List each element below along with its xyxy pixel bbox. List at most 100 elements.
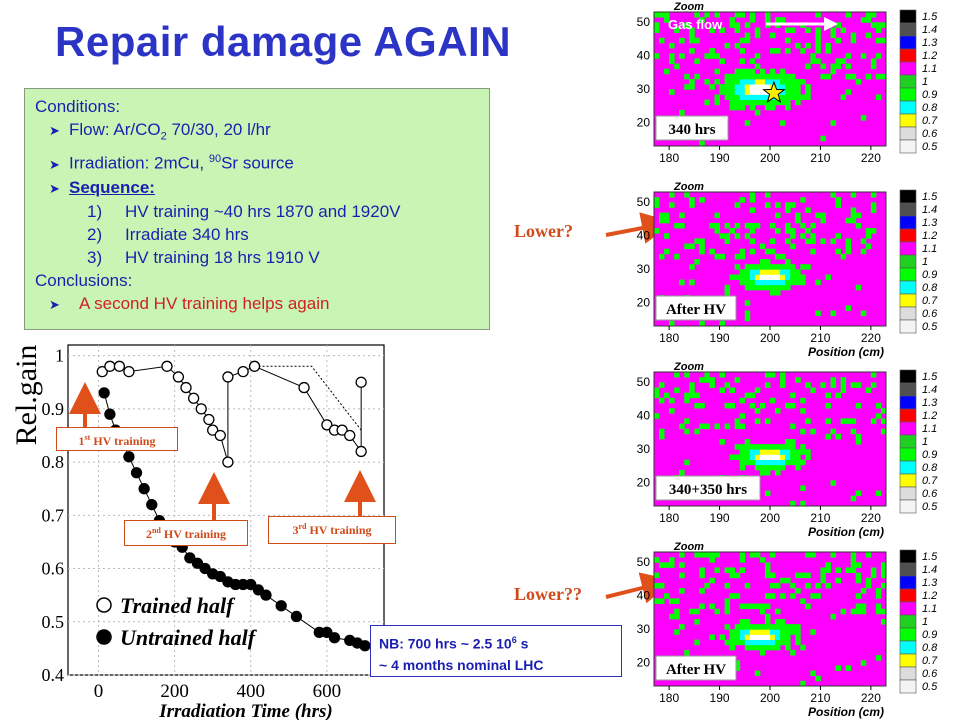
heatmap-cell xyxy=(709,48,715,54)
conditions-box: Conditions: ➤ Flow: Ar/CO2 70/30, 20 l/hr… xyxy=(24,88,490,330)
untrained-point xyxy=(146,499,158,511)
heatmap-cell xyxy=(795,89,801,95)
heatmap-cell xyxy=(785,202,791,208)
heatmap-cell xyxy=(689,84,695,90)
arrowhead-bullet-icon: ➤ xyxy=(49,181,60,197)
heatmap-cell xyxy=(825,433,831,440)
heatmap-cell xyxy=(785,402,791,409)
heatmap-cell xyxy=(800,197,806,203)
heatmap-cell xyxy=(790,274,796,281)
heatmap-cell xyxy=(744,274,751,281)
x-axis-label: Position (cm) xyxy=(808,525,884,539)
heatmap-cell xyxy=(770,279,776,286)
heatmap-cell xyxy=(795,84,801,90)
flow-line: ➤ Flow: Ar/CO2 70/30, 20 l/hr xyxy=(35,118,479,148)
untrained-point xyxy=(98,387,110,399)
heatmap-cell xyxy=(850,552,857,558)
heatmap-cell xyxy=(654,22,660,28)
heatmap-cell xyxy=(724,89,731,95)
colorbar-swatch xyxy=(899,562,917,577)
heatmap-cell xyxy=(699,140,705,147)
colorbar-label: 1.3 xyxy=(922,577,938,589)
heatmap-cell xyxy=(729,104,736,111)
heatmap-cell xyxy=(694,12,700,18)
heatmap-cell xyxy=(875,94,882,101)
heatmap-cell xyxy=(674,27,680,34)
colorbar-label: 1 xyxy=(922,616,928,628)
heatmap-cell xyxy=(770,104,776,111)
heatmap-cell xyxy=(790,459,796,466)
heatmap-cell xyxy=(699,552,705,558)
heatmap-cell xyxy=(689,27,695,34)
heatmap-cell xyxy=(679,212,685,219)
heatmap-cell xyxy=(744,300,751,306)
heatmap-cell xyxy=(875,402,882,409)
heatmap-cell xyxy=(739,94,746,101)
legend-marker xyxy=(96,629,112,645)
heatmap-cell xyxy=(654,202,660,208)
star-icon xyxy=(762,80,786,104)
heatmap-cell xyxy=(835,392,842,399)
heatmap-cell xyxy=(764,73,771,80)
heatmap-cell xyxy=(764,17,771,23)
heatmap-cell xyxy=(654,598,660,604)
x-tick-label: 200 xyxy=(760,151,780,165)
heatmap-cell xyxy=(820,212,826,219)
heatmap-cell xyxy=(815,212,821,219)
heatmap-cell xyxy=(704,582,710,589)
heatmap-cell xyxy=(790,228,796,234)
heatmap-cell xyxy=(770,593,776,599)
colorbar-label: 0.7 xyxy=(922,295,938,307)
heatmap-cell xyxy=(780,264,786,270)
heatmap-cell xyxy=(724,289,731,296)
heatmap-cell xyxy=(795,449,801,455)
heatmap-cell xyxy=(775,253,781,260)
heatmap-cell xyxy=(729,387,736,394)
heatmap-cell xyxy=(744,89,751,95)
heatmap-cell xyxy=(739,624,746,630)
heatmap-cell xyxy=(679,552,685,558)
heatmap-cell xyxy=(739,444,746,450)
heatmap-cell xyxy=(729,567,736,574)
heatmap-cell xyxy=(800,48,806,54)
y-tick-label: 40 xyxy=(637,409,651,423)
heatmap-cell xyxy=(754,603,761,610)
heatmap-cell xyxy=(845,12,852,18)
colorbar-label: 1.1 xyxy=(922,63,937,75)
conclusion-line: ➤ A second HV training helps again xyxy=(35,292,479,316)
heatmap-cell xyxy=(654,582,660,589)
heatmap-cell xyxy=(825,402,831,409)
heatmap-cell xyxy=(770,397,776,404)
heatmap-cell xyxy=(775,228,781,234)
heatmap-cell xyxy=(739,253,746,260)
heatmap-cell xyxy=(739,629,746,635)
heatmap-cell xyxy=(714,79,720,85)
heatmap-cell xyxy=(759,94,766,101)
heatmap-cell xyxy=(775,449,781,455)
heatmap-cell xyxy=(790,593,796,599)
heatmap-cell xyxy=(739,557,746,563)
heatmap-cell xyxy=(714,212,720,219)
heatmap-cell xyxy=(764,12,771,18)
heatmap-cell xyxy=(664,12,670,18)
heatmap-cell xyxy=(850,495,857,502)
legend-label: Trained half xyxy=(120,593,236,618)
zoom-label: Zoom xyxy=(673,181,704,193)
heatmap-cell xyxy=(785,279,791,286)
heatmap-cell xyxy=(729,572,736,579)
colorbar-label: 1.4 xyxy=(922,564,937,576)
heatmap-cell xyxy=(714,53,720,59)
heatmap-cell xyxy=(780,449,786,455)
arrowhead-bullet-icon: ➤ xyxy=(49,123,60,138)
heatmap-cell xyxy=(744,73,751,80)
heatmap-cell xyxy=(754,454,761,461)
heatmap-cell xyxy=(739,79,746,85)
heatmap-cell xyxy=(770,552,776,558)
colorbar-label: 0.7 xyxy=(922,655,938,667)
colorbar-label: 1.2 xyxy=(922,410,937,422)
heatmap-cell xyxy=(805,552,811,558)
heatmap-cell xyxy=(744,619,751,625)
heatmap-cell xyxy=(734,233,741,239)
heatmap-cell xyxy=(744,582,751,589)
heatmap-cell xyxy=(734,629,741,635)
